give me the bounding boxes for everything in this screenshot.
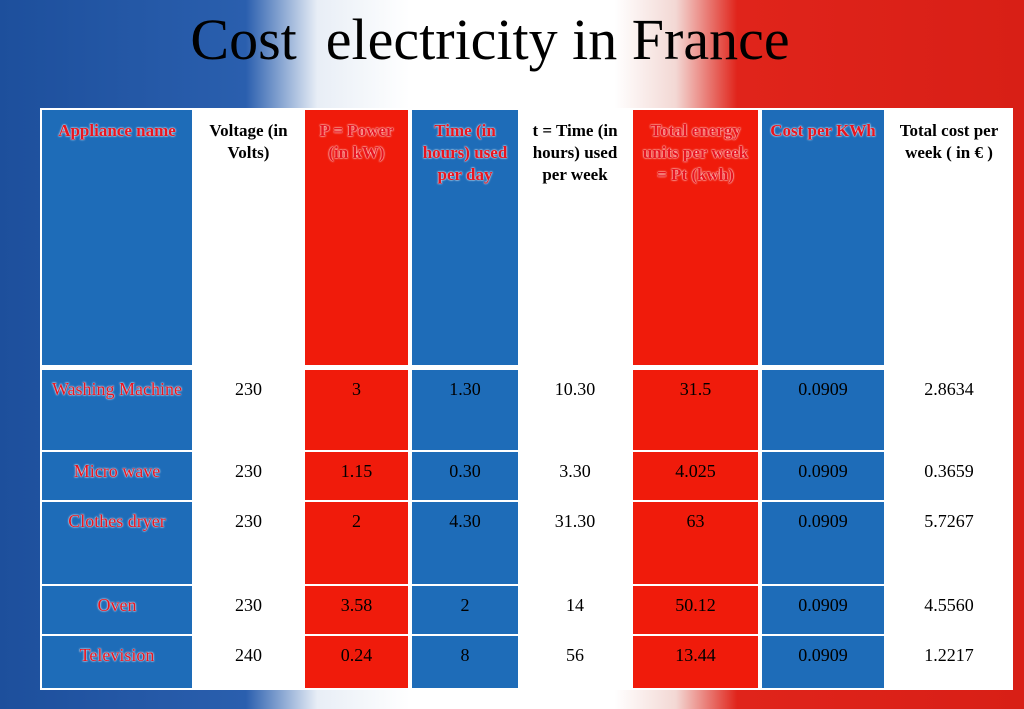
- header-cell: Voltage (in Volts): [195, 110, 302, 365]
- header-cell: t = Time (in hours) used per week: [522, 110, 628, 365]
- table-cell: 31.5: [633, 370, 758, 450]
- table-cell: 2: [412, 586, 518, 634]
- row-label: Micro wave: [42, 452, 192, 500]
- table-cell: 0.30: [412, 452, 518, 500]
- table-cell: 13.44: [633, 636, 758, 688]
- table-cell: 14: [522, 586, 628, 634]
- table-cell: 0.0909: [762, 370, 884, 450]
- table-cell: 56: [522, 636, 628, 688]
- table-cell: 8: [412, 636, 518, 688]
- row-label: Television: [42, 636, 192, 688]
- table-cell: 230: [195, 452, 302, 500]
- table-cell: 0.0909: [762, 636, 884, 688]
- table-cell: 2: [305, 502, 408, 584]
- table-cell: 0.0909: [762, 586, 884, 634]
- header-cell: Appliance name: [42, 110, 192, 365]
- table-cell: 63: [633, 502, 758, 584]
- header-cell: Total energy units per week = Pt (kwh): [633, 110, 758, 365]
- table-cell: 31.30: [522, 502, 628, 584]
- table-cell: 3.58: [305, 586, 408, 634]
- table-cell: 230: [195, 370, 302, 450]
- table-cell: 50.12: [633, 586, 758, 634]
- table-cell: 3.30: [522, 452, 628, 500]
- table-cell: 10.30: [522, 370, 628, 450]
- table-cell: 0.0909: [762, 452, 884, 500]
- table-cell: 0.24: [305, 636, 408, 688]
- title: Cost electricity in France: [190, 7, 790, 72]
- row-label: Clothes dryer: [42, 502, 192, 584]
- table-cell: 3: [305, 370, 408, 450]
- table-cell: 230: [195, 586, 302, 634]
- table-cell: 0.3659: [887, 452, 1011, 500]
- header-cell: Time (in hours) used per day: [412, 110, 518, 365]
- table-cell: 4.025: [633, 452, 758, 500]
- table-cell: 4.5560: [887, 586, 1011, 634]
- header-cell: Cost per KWh: [762, 110, 884, 365]
- table-cell: 230: [195, 502, 302, 584]
- table-cell: 1.30: [412, 370, 518, 450]
- header-cell: P = Power (in kW): [305, 110, 408, 365]
- table-cell: 1.15: [305, 452, 408, 500]
- table-cell: 2.8634: [887, 370, 1011, 450]
- row-label: Oven: [42, 586, 192, 634]
- row-label: Washing Machine: [42, 370, 192, 450]
- table-cell: 240: [195, 636, 302, 688]
- table-cell: 5.7267: [887, 502, 1011, 584]
- header-cell: Total cost per week ( in € ): [887, 110, 1011, 365]
- table: Appliance name Voltage (in Volts) P = Powe…: [40, 108, 1013, 690]
- table-cell: 1.2217: [887, 636, 1011, 688]
- table-cell: 4.30: [412, 502, 518, 584]
- table-cell: 0.0909: [762, 502, 884, 584]
